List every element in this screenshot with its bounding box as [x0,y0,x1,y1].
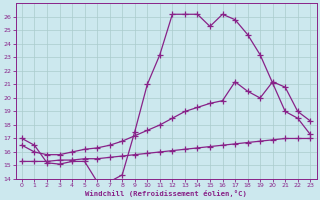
X-axis label: Windchill (Refroidissement éolien,°C): Windchill (Refroidissement éolien,°C) [85,190,247,197]
